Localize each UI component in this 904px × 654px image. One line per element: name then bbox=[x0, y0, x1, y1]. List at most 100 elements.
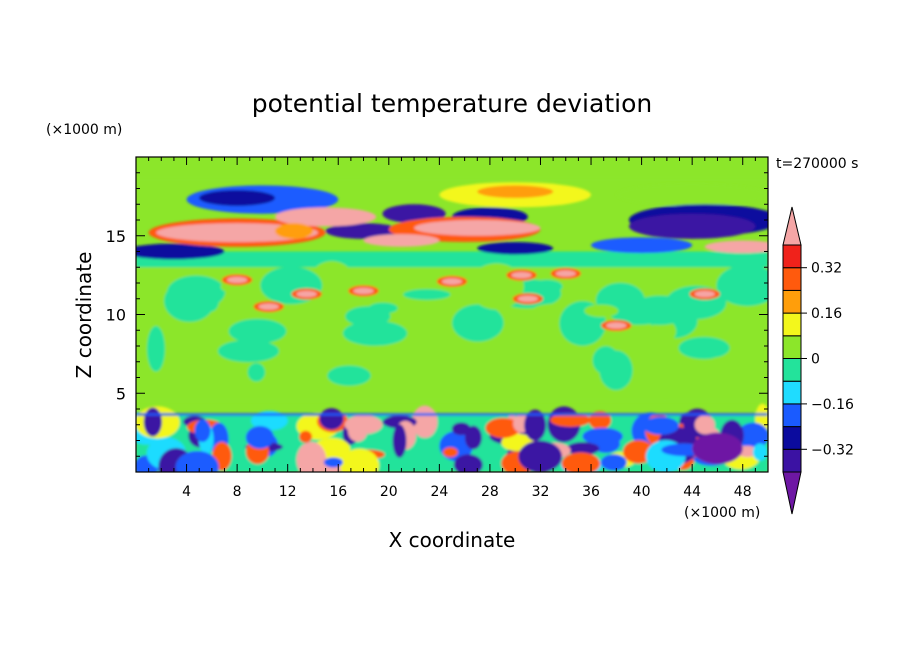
contour-region-mid bbox=[678, 336, 730, 360]
contour-warm-spot bbox=[511, 271, 532, 279]
contour-region bbox=[325, 223, 402, 239]
contour-region bbox=[628, 213, 756, 239]
contour-region-mid bbox=[716, 264, 768, 307]
contour-region bbox=[363, 234, 440, 247]
contour-region-low bbox=[175, 450, 219, 472]
contour-warm-spot bbox=[517, 295, 538, 302]
contour-region-mid bbox=[327, 365, 371, 386]
contour-region-mid bbox=[368, 302, 398, 314]
x-tick-label: 24 bbox=[430, 484, 448, 500]
contour-region-low bbox=[340, 448, 380, 472]
contour-region-low bbox=[319, 408, 344, 430]
colorbar-bin bbox=[782, 335, 802, 359]
colorbar-over-triangle bbox=[782, 206, 802, 246]
x-tick-label: 8 bbox=[233, 484, 242, 500]
colorbar: 0.32 0.16 0 −0.16 −0.32 bbox=[782, 206, 854, 515]
contour-region bbox=[344, 415, 383, 435]
colorbar-bin bbox=[782, 289, 802, 314]
contour-region-mid bbox=[432, 356, 454, 370]
contour-region-mid bbox=[167, 275, 226, 309]
contour-region-mid bbox=[409, 368, 458, 395]
contour-region-low bbox=[518, 440, 563, 472]
contour-region-mid bbox=[403, 289, 451, 300]
x-axis-ticks: 4 8 12 16 20 24 28 32 36 40 44 48 bbox=[148, 157, 756, 500]
contour-region bbox=[199, 190, 276, 206]
contour-region-low bbox=[451, 422, 471, 436]
contour-warm-spot bbox=[555, 270, 576, 277]
colorbar-bin bbox=[782, 448, 802, 473]
contour-region-low bbox=[392, 424, 407, 458]
colorbar-bin bbox=[782, 267, 802, 291]
contour-region-mid bbox=[247, 362, 266, 382]
x-tick-label: 16 bbox=[329, 484, 347, 500]
contour-region-low bbox=[561, 452, 601, 472]
contour-region-low bbox=[143, 407, 162, 437]
y-axis-ticks: 5 10 15 bbox=[106, 172, 768, 457]
colorbar-tick-label: 0 bbox=[811, 352, 820, 368]
contour-warm-spot bbox=[227, 276, 248, 283]
colorbar-tick-label: 0.32 bbox=[811, 261, 842, 277]
colorbar-bin bbox=[782, 312, 802, 337]
y-tick-label: 15 bbox=[106, 227, 126, 246]
contour-region-low bbox=[566, 441, 600, 456]
contour-region-low bbox=[299, 430, 312, 443]
contour-warm-spot bbox=[258, 303, 279, 310]
y-unit-label: (×1000 m) bbox=[46, 122, 122, 138]
x-tick-label: 40 bbox=[633, 484, 651, 500]
contour-band-top bbox=[136, 157, 768, 180]
contour-region-low bbox=[485, 417, 521, 438]
contour-region-low bbox=[323, 457, 343, 468]
contour-region bbox=[477, 185, 554, 198]
y-tick-label: 10 bbox=[106, 306, 126, 325]
x-tick-label: 48 bbox=[734, 484, 752, 500]
contour-region-mid bbox=[629, 295, 690, 326]
contour-region bbox=[694, 415, 715, 435]
contour-warm-spot bbox=[694, 290, 715, 298]
x-tick-label: 32 bbox=[532, 484, 550, 500]
y-tick-label: 5 bbox=[116, 384, 126, 403]
colorbar-bin bbox=[782, 244, 802, 269]
contour-region-low bbox=[582, 427, 623, 445]
contour-region-low bbox=[442, 447, 458, 458]
contour-region bbox=[136, 243, 225, 260]
colorbar-tick-label: 0.16 bbox=[811, 306, 842, 322]
contour-region-low bbox=[194, 419, 211, 442]
x-tick-label: 44 bbox=[683, 484, 701, 500]
contour-band-upper bbox=[136, 251, 768, 268]
contour-region-low bbox=[296, 441, 327, 472]
contour-region-low bbox=[453, 454, 483, 472]
contour-region-mid bbox=[398, 331, 447, 351]
contour-region bbox=[692, 432, 743, 465]
contour-region-low bbox=[737, 422, 768, 450]
contour-region-mid bbox=[720, 358, 768, 373]
contour-region-low bbox=[600, 454, 627, 471]
contour-region-mid bbox=[452, 304, 504, 342]
contour-region bbox=[414, 220, 541, 236]
contour-region bbox=[275, 207, 377, 227]
contour-region bbox=[591, 237, 693, 254]
contour-region-low bbox=[245, 426, 275, 449]
x-tick-label: 36 bbox=[582, 484, 600, 500]
colorbar-bin bbox=[782, 426, 802, 450]
colorbar-tick-label: −0.16 bbox=[811, 397, 854, 413]
x-tick-label: 12 bbox=[279, 484, 297, 500]
contour-region-low bbox=[550, 413, 591, 427]
colorbar-bin bbox=[782, 380, 802, 405]
contour-region-mid bbox=[228, 318, 287, 344]
contour-region-low bbox=[524, 409, 547, 441]
colorbar-under-triangle bbox=[782, 471, 802, 515]
contour-region bbox=[477, 242, 554, 255]
contour-region-mid bbox=[655, 376, 675, 402]
contour-region-mid bbox=[592, 346, 620, 375]
contour-region-mid bbox=[146, 325, 165, 372]
colorbar-bin bbox=[782, 358, 802, 382]
contour-region-low bbox=[752, 443, 768, 461]
colorbar-bin bbox=[782, 403, 802, 428]
contour-warm-spot bbox=[441, 278, 463, 285]
x-tick-label: 28 bbox=[481, 484, 499, 500]
x-tick-label: 20 bbox=[380, 484, 398, 500]
contour-warm-spot bbox=[353, 287, 374, 295]
contour-region-mid bbox=[342, 320, 408, 346]
contour-region bbox=[704, 240, 768, 254]
